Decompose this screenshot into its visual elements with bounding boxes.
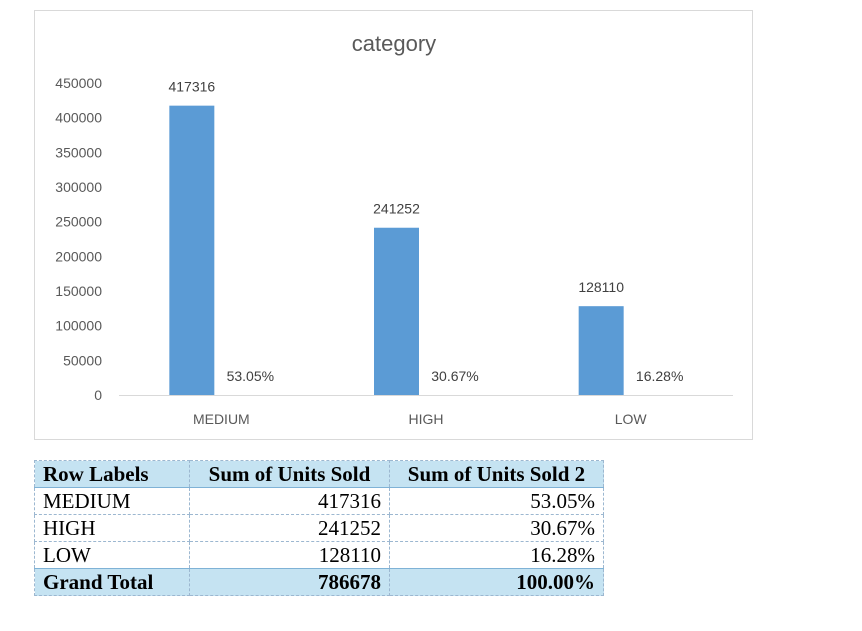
y-tick-label: 300000 [55,179,102,195]
units-sold-percent-cell[interactable]: 16.28% [389,541,604,569]
pivot-table: Row Labels Sum of Units Sold Sum of Unit… [34,460,604,596]
header-sum-units-sold[interactable]: Sum of Units Sold [189,460,390,488]
header-row-labels[interactable]: Row Labels [34,460,190,488]
y-tick-label: 250000 [55,214,102,230]
x-category-label: MEDIUM [193,411,250,427]
bar-data-label: 128110 [578,279,624,295]
grand-total-label[interactable]: Grand Total [34,568,190,596]
row-label[interactable]: LOW [34,541,190,569]
chart-area: category 0 50000 100000 150000 200000 250000 30… [34,10,753,440]
percent-data-label: 30.67% [431,368,478,384]
units-sold-cell[interactable]: 241252 [189,514,390,542]
percent-data-label: 53.05% [227,368,274,384]
table-row: LOW 128110 16.28% [34,541,604,569]
y-tick-label: 350000 [55,144,102,160]
table-row: MEDIUM 417316 53.05% [34,487,604,515]
y-tick-label: 150000 [55,283,102,299]
bar-chart: category 0 50000 100000 150000 200000 250000 30… [55,31,733,427]
units-sold-cell[interactable]: 417316 [189,487,390,515]
table-row: HIGH 241252 30.67% [34,514,604,542]
grand-total-row: Grand Total 786678 100.00% [34,568,604,596]
y-tick-label: 100000 [55,318,102,334]
grand-total-units[interactable]: 786678 [189,568,390,596]
y-tick-label: 50000 [63,352,102,368]
y-tick-label: 400000 [55,110,102,126]
row-label[interactable]: MEDIUM [34,487,190,515]
header-sum-units-sold-2[interactable]: Sum of Units Sold 2 [389,460,604,488]
bar-data-label: 241252 [373,201,420,217]
y-tick-label: 450000 [55,75,102,91]
chart-title: category [352,31,436,56]
row-label[interactable]: HIGH [34,514,190,542]
bar-units-sold [578,306,624,395]
y-tick-label: 0 [94,387,102,403]
units-sold-percent-cell[interactable]: 53.05% [389,487,604,515]
bar-units-sold [169,105,215,396]
units-sold-cell[interactable]: 128110 [189,541,390,569]
percent-data-label: 16.28% [636,368,683,384]
pivot-header-row: Row Labels Sum of Units Sold Sum of Unit… [34,460,604,488]
units-sold-percent-cell[interactable]: 30.67% [389,514,604,542]
bar-units-sold [374,227,419,395]
grand-total-percent[interactable]: 100.00% [389,568,604,596]
x-category-label: LOW [615,411,648,427]
x-category-label: HIGH [409,411,444,427]
y-tick-label: 200000 [55,248,102,264]
bar-data-label: 417316 [168,79,215,95]
